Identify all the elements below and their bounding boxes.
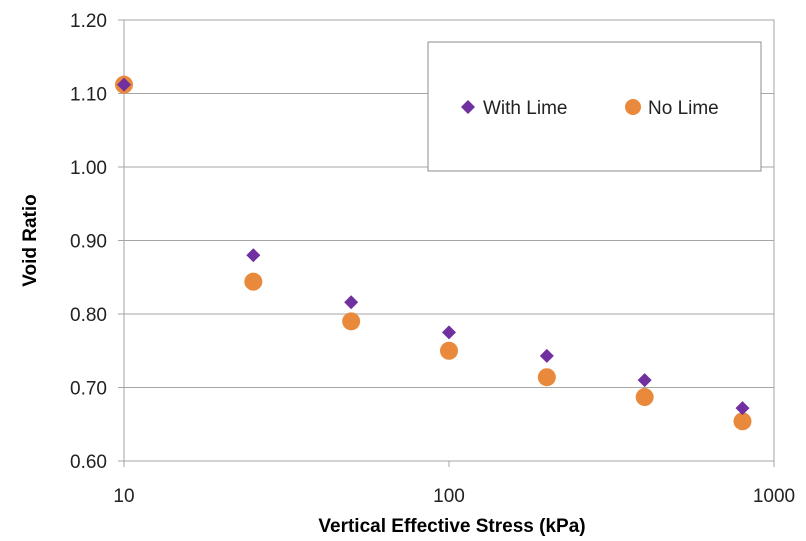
point-no-lime <box>733 412 752 431</box>
point-with-lime <box>117 77 131 92</box>
x-tick-label: 1000 <box>753 486 795 507</box>
data-points <box>115 75 752 431</box>
y-tick-label: 0.70 <box>70 379 107 400</box>
point-no-lime <box>440 341 458 360</box>
point-no-lime <box>244 272 263 291</box>
x-tick-label: 10 <box>113 486 134 507</box>
point-no-lime <box>342 312 361 331</box>
legend-label-no-lime: No Lime <box>648 98 719 119</box>
legend-box <box>427 41 762 172</box>
legend-marker-with-lime <box>461 100 475 114</box>
x-tick-label: 100 <box>433 486 465 507</box>
y-tick-label: 1.10 <box>70 85 107 106</box>
x-axis-title: Vertical Effective Stress (kPa) <box>318 516 585 537</box>
y-axis-title: Void Ratio <box>20 194 41 287</box>
point-with-lime <box>735 401 750 416</box>
y-tick-label: 0.90 <box>70 232 107 253</box>
x-axis-ticks: 10 100 1000 <box>113 461 795 507</box>
point-no-lime <box>635 388 654 407</box>
legend: With Lime No Lime <box>427 41 762 172</box>
legend-label-with-lime: With Lime <box>483 98 567 119</box>
point-with-lime <box>442 325 456 340</box>
y-tick-label: 1.00 <box>70 158 107 179</box>
point-with-lime <box>246 248 261 263</box>
point-with-lime <box>344 295 359 310</box>
y-tick-label: 0.60 <box>70 452 107 473</box>
y-tick-label: 1.20 <box>70 11 107 32</box>
y-axis-ticks: 0.60 0.70 0.80 0.90 1.00 1.10 1.20 <box>70 11 124 473</box>
legend-marker-no-lime <box>625 99 641 115</box>
point-with-lime <box>637 373 652 388</box>
point-no-lime <box>537 368 556 387</box>
y-tick-label: 0.80 <box>70 305 107 326</box>
point-with-lime <box>539 348 554 363</box>
